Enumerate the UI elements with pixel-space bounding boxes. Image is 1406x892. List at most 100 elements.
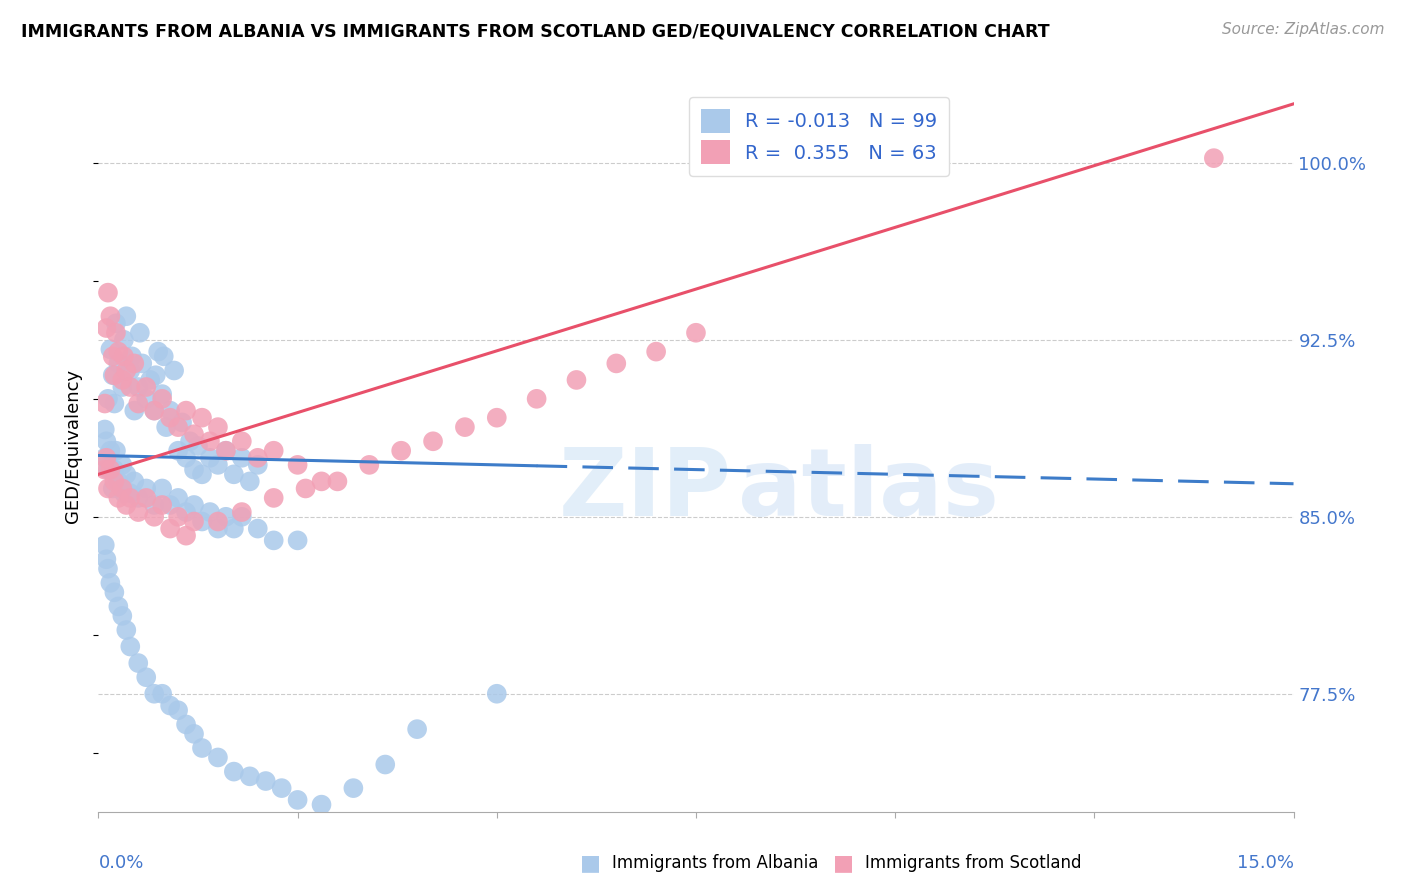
Point — [159, 698, 181, 713]
Text: 15.0%: 15.0% — [1236, 855, 1294, 872]
Point — [605, 356, 627, 370]
Point — [124, 356, 146, 370]
Text: IMMIGRANTS FROM ALBANIA VS IMMIGRANTS FROM SCOTLAND GED/EQUIVALENCY CORRELATION : IMMIGRANTS FROM ALBANIA VS IMMIGRANTS FR… — [21, 22, 1050, 40]
Point — [103, 462, 125, 476]
Point — [246, 458, 269, 472]
Point — [159, 403, 181, 417]
Point — [645, 344, 668, 359]
Point — [120, 363, 142, 377]
Legend: R = -0.013   N = 99, R =  0.355   N = 63: R = -0.013 N = 99, R = 0.355 N = 63 — [689, 97, 949, 176]
Point — [187, 439, 209, 453]
Point — [254, 774, 277, 789]
Point — [222, 522, 245, 536]
Point — [246, 450, 269, 465]
Point — [112, 333, 135, 347]
Point — [183, 462, 205, 476]
Point — [94, 450, 117, 465]
Point — [97, 562, 120, 576]
Point — [94, 538, 117, 552]
Point — [152, 349, 174, 363]
Point — [172, 416, 194, 430]
Point — [167, 491, 190, 505]
Point — [150, 498, 173, 512]
Text: ZIP: ZIP — [560, 444, 733, 536]
Point — [359, 458, 381, 472]
Point — [263, 491, 285, 505]
Point — [311, 797, 333, 812]
Point — [131, 356, 153, 370]
Point — [263, 533, 285, 548]
Point — [342, 781, 364, 796]
Point — [115, 467, 138, 482]
Text: ■: ■ — [834, 854, 853, 873]
Point — [104, 443, 127, 458]
Point — [120, 486, 142, 500]
Point — [183, 427, 205, 442]
Point — [159, 498, 181, 512]
Point — [174, 505, 197, 519]
Point — [112, 486, 135, 500]
Point — [96, 552, 118, 566]
Point — [150, 482, 173, 496]
Point — [150, 392, 173, 406]
Point — [111, 458, 134, 472]
Point — [101, 368, 124, 383]
Point — [120, 491, 142, 505]
Point — [326, 475, 349, 489]
Point — [101, 482, 124, 496]
Point — [135, 482, 157, 496]
Point — [183, 515, 205, 529]
Text: Immigrants from Albania: Immigrants from Albania — [612, 855, 818, 872]
Point — [97, 392, 120, 406]
Point — [406, 722, 429, 736]
Point — [115, 498, 138, 512]
Point — [526, 392, 548, 406]
Point — [174, 529, 197, 543]
Point — [127, 396, 149, 410]
Point — [191, 410, 214, 425]
Point — [103, 396, 125, 410]
Point — [96, 434, 118, 449]
Point — [150, 687, 173, 701]
Point — [287, 793, 309, 807]
Point — [94, 396, 117, 410]
Point — [107, 344, 129, 359]
Point — [111, 608, 134, 623]
Point — [191, 741, 214, 756]
Point — [104, 326, 127, 340]
Point — [231, 509, 253, 524]
Point — [96, 321, 118, 335]
Point — [98, 462, 122, 476]
Point — [207, 750, 229, 764]
Point — [565, 373, 588, 387]
Point — [107, 599, 129, 614]
Point — [127, 491, 149, 505]
Point — [389, 443, 412, 458]
Point — [101, 349, 124, 363]
Point — [96, 450, 118, 465]
Point — [127, 505, 149, 519]
Point — [111, 380, 134, 394]
Point — [112, 349, 135, 363]
Point — [115, 363, 138, 377]
Point — [120, 380, 142, 394]
Point — [207, 515, 229, 529]
Point — [103, 585, 125, 599]
Point — [231, 434, 253, 449]
Point — [159, 410, 181, 425]
Point — [107, 356, 129, 370]
Point — [127, 380, 149, 394]
Point — [145, 368, 167, 383]
Point — [167, 509, 190, 524]
Point — [485, 687, 508, 701]
Point — [179, 434, 201, 449]
Point — [111, 373, 134, 387]
Point — [135, 380, 157, 394]
Point — [198, 434, 221, 449]
Point — [174, 717, 197, 731]
Point — [139, 373, 162, 387]
Point — [143, 509, 166, 524]
Point — [98, 310, 122, 324]
Point — [135, 670, 157, 684]
Point — [98, 343, 122, 357]
